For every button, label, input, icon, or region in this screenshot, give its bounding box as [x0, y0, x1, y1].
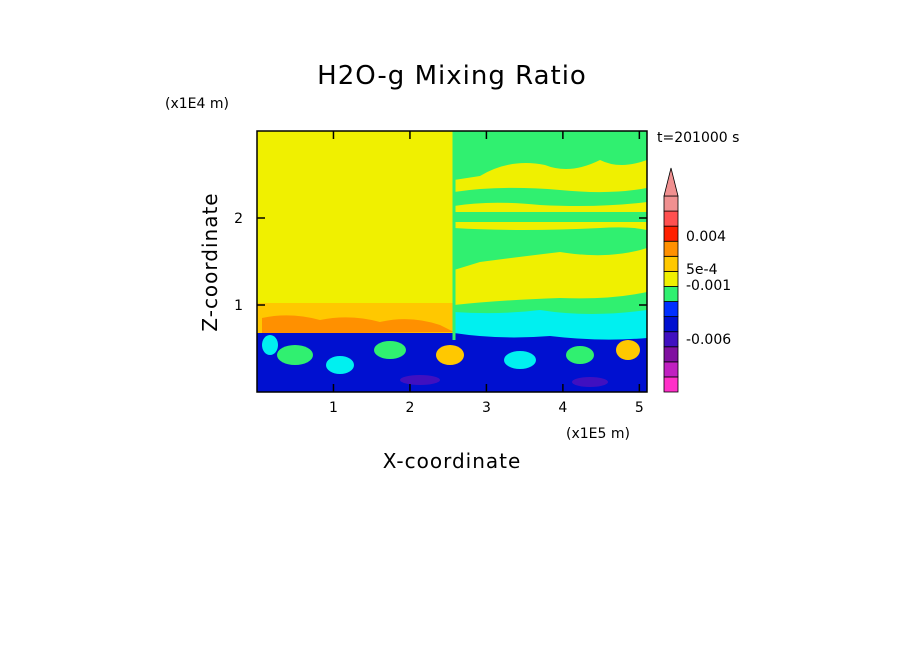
plot-frame [256, 130, 648, 393]
y-tick-label: 1 [234, 298, 243, 314]
x-tick-label: 3 [482, 400, 491, 416]
time-label: t=201000 s [657, 130, 739, 146]
x-tick-label: 2 [405, 400, 414, 416]
x-tick-label: 5 [635, 400, 644, 416]
colorbar-label: -0.001 [686, 278, 731, 294]
cell-8 [262, 335, 278, 355]
region-cyan-layer [454, 310, 647, 345]
x-scale-label: (x1E5 m) [566, 426, 630, 442]
cell-4 [436, 345, 464, 365]
cell-5 [504, 351, 536, 369]
colorbar-swatch [663, 240, 679, 257]
band-green-2 [454, 212, 647, 222]
colorbar-extend-triangle [663, 167, 679, 197]
region-orange-dark [262, 315, 454, 334]
field-plot [257, 131, 647, 392]
cell-10 [572, 377, 608, 387]
colorbar: 0.004 5e-4-0.001 -0.006 [663, 167, 731, 393]
x-ticks: 1 2 3 4 5 [329, 131, 644, 416]
band-green-1 [454, 187, 647, 206]
y-scale-label: (x1E4 m) [165, 96, 229, 112]
band-green-3 [454, 227, 647, 270]
cell-9 [400, 375, 440, 385]
colorbar-swatch [663, 346, 679, 363]
colorbar-swatch [663, 210, 679, 227]
y-ticks: 12 [234, 211, 647, 314]
colorbar-label: 5e-4 [686, 262, 718, 278]
chart-title: H2O-g Mixing Ratio [317, 61, 587, 91]
region-upper-right-green [454, 131, 647, 180]
cell-3 [374, 341, 406, 359]
colorbar-label: -0.006 [686, 332, 731, 348]
y-tick-label: 2 [234, 211, 243, 227]
colorbar-swatch [663, 286, 679, 302]
cell-6 [566, 346, 594, 364]
colorbar-swatch [663, 331, 679, 348]
x-axis-label: X-coordinate [383, 449, 522, 473]
colorbar-swatch [663, 270, 679, 287]
cell-1 [277, 345, 313, 365]
y-axis-label: Z-coordinate [198, 192, 222, 331]
x-tick-label: 4 [558, 400, 567, 416]
colorbar-label: 0.004 [686, 229, 726, 245]
colorbar-swatch [663, 195, 679, 212]
cell-7 [616, 340, 640, 360]
x-tick-label: 1 [329, 400, 338, 416]
colorbar-swatch [663, 255, 679, 272]
colorbar-swatch [663, 225, 679, 242]
colorbar-swatch [663, 301, 679, 318]
cell-2 [326, 356, 354, 374]
colorbar-swatch [663, 376, 679, 393]
colorbar-swatch [663, 361, 679, 378]
colorbar-swatch [663, 316, 679, 333]
